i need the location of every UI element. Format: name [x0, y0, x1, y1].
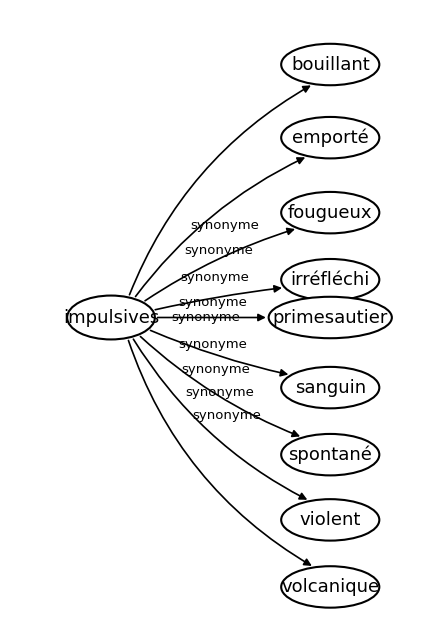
Text: impulsives: impulsives — [63, 309, 159, 326]
Ellipse shape — [280, 367, 378, 408]
FancyArrowPatch shape — [157, 314, 263, 321]
FancyArrowPatch shape — [150, 330, 286, 376]
Ellipse shape — [280, 192, 378, 234]
Text: synonyme: synonyme — [180, 271, 248, 284]
Text: synonyme: synonyme — [190, 219, 259, 232]
Ellipse shape — [67, 295, 155, 340]
Ellipse shape — [280, 434, 378, 476]
FancyArrowPatch shape — [128, 340, 309, 565]
Ellipse shape — [280, 44, 378, 85]
Text: bouillant: bouillant — [290, 55, 369, 74]
Text: sanguin: sanguin — [294, 378, 365, 397]
FancyArrowPatch shape — [155, 286, 279, 310]
Ellipse shape — [280, 566, 378, 608]
Text: synonyme: synonyme — [178, 296, 246, 309]
Ellipse shape — [280, 259, 378, 300]
Text: synonyme: synonyme — [178, 338, 247, 351]
Text: synonyme: synonyme — [191, 409, 260, 422]
FancyArrowPatch shape — [145, 229, 293, 301]
Text: primesautier: primesautier — [272, 309, 387, 326]
FancyArrowPatch shape — [135, 158, 303, 297]
Ellipse shape — [280, 499, 378, 540]
Text: fougueux: fougueux — [287, 204, 372, 222]
Text: violent: violent — [299, 511, 360, 529]
Text: spontané: spontané — [288, 445, 372, 464]
Text: irréfléchi: irréfléchi — [290, 271, 369, 289]
Text: synonyme: synonyme — [171, 311, 240, 324]
Text: synonyme: synonyme — [185, 385, 254, 399]
Text: synonyme: synonyme — [184, 244, 252, 257]
FancyArrowPatch shape — [140, 337, 298, 436]
FancyArrowPatch shape — [129, 86, 309, 295]
FancyArrowPatch shape — [133, 339, 305, 499]
Text: volcanique: volcanique — [280, 578, 378, 596]
Ellipse shape — [280, 117, 378, 158]
Ellipse shape — [268, 297, 391, 338]
Text: synonyme: synonyme — [181, 363, 250, 376]
Text: emporté: emporté — [291, 128, 368, 147]
